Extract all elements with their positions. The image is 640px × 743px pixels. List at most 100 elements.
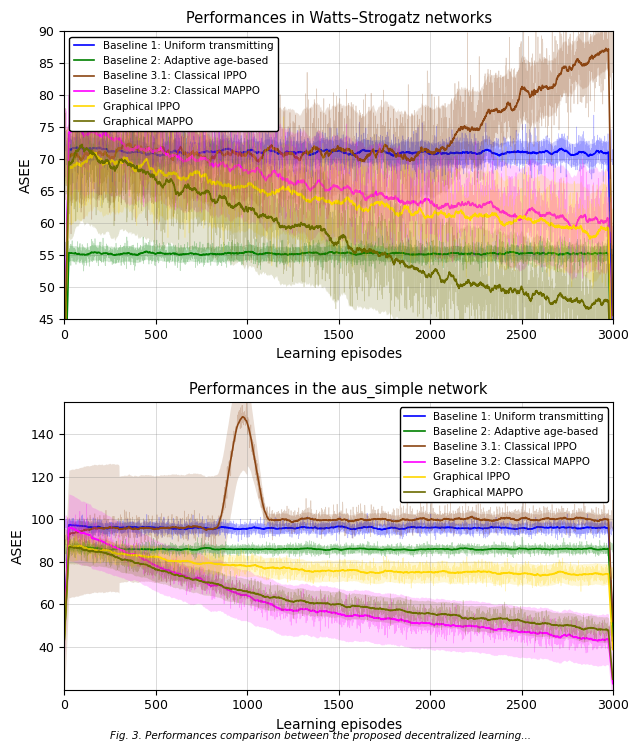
Y-axis label: ASEE: ASEE (11, 528, 25, 564)
Graphical MAPPO (60, 378, 68, 387)
Graphical IPPO (156, 166, 163, 175)
Baseline 3.2: Classical MAPPO: (2.62e+03, 46.5): Classical MAPPO: (2.62e+03, 46.5) (540, 629, 547, 637)
Baseline 1: Uniform transmitting: (521, 96.3): Uniform transmitting: (521, 96.3) (156, 523, 163, 532)
X-axis label: Learning episodes: Learning episodes (276, 718, 402, 732)
Baseline 2: Adaptive age-based: (3e+03, 45): Adaptive age-based: (3e+03, 45) (609, 632, 616, 641)
Baseline 3.2: Classical MAPPO: (1.15e+03, 59.1): Classical MAPPO: (1.15e+03, 59.1) (271, 602, 278, 611)
Graphical IPPO (123, 153, 131, 162)
Baseline 1: Uniform transmitting: (1.28e+03, 71.1): Uniform transmitting: (1.28e+03, 71.1) (294, 148, 302, 157)
Graphical IPPO (294, 190, 302, 199)
Baseline 3.2: Classical MAPPO: (32, 96.1): Classical MAPPO: (32, 96.1) (67, 523, 74, 532)
Baseline 3.1: Classical IPPO: (2.94e+03, 86.9): Classical IPPO: (2.94e+03, 86.9) (598, 47, 606, 56)
Graphical MAPPO (609, 675, 616, 684)
Graphical IPPO (598, 224, 606, 233)
Legend: Baseline 1: Uniform transmitting, Baseline 2: Adaptive age-based, Baseline 3.1: : Baseline 1: Uniform transmitting, Baseli… (70, 36, 278, 131)
Graphical MAPPO (540, 290, 547, 299)
Baseline 3.1: Classical IPPO: (2.94e+03, 99.7): Classical IPPO: (2.94e+03, 99.7) (598, 516, 606, 525)
Graphical IPPO (156, 553, 163, 562)
Graphical IPPO (609, 404, 616, 413)
X-axis label: Learning episodes: Learning episodes (276, 347, 402, 361)
Graphical MAPPO (271, 214, 278, 223)
Baseline 3.2: Classical MAPPO: (1.15e+03, 68.1): Classical MAPPO: (1.15e+03, 68.1) (271, 167, 278, 176)
Graphical MAPPO (123, 556, 131, 565)
Baseline 3.1: Classical IPPO: (1.15e+03, 71.8): Classical IPPO: (1.15e+03, 71.8) (271, 143, 278, 152)
Baseline 3.1: Classical IPPO: (342, 72.3): Classical IPPO: (342, 72.3) (123, 140, 131, 149)
Graphical MAPPO (598, 625, 606, 634)
Baseline 3.2: Classical MAPPO: (521, 71.6): Classical MAPPO: (521, 71.6) (156, 144, 163, 153)
Line: Baseline 3.1: Classical IPPO: Baseline 3.1: Classical IPPO (64, 48, 612, 383)
Baseline 3.1: Classical IPPO: (0, 46.1): Classical IPPO: (0, 46.1) (60, 629, 68, 638)
Line: Baseline 3.2: Classical MAPPO: Baseline 3.2: Classical MAPPO (64, 528, 612, 684)
Baseline 1: Uniform transmitting: (2.62e+03, 71.2): Uniform transmitting: (2.62e+03, 71.2) (540, 147, 547, 156)
Baseline 3.2: Classical MAPPO: (1.28e+03, 57.2): Classical MAPPO: (1.28e+03, 57.2) (294, 606, 302, 615)
Graphical MAPPO (78, 140, 86, 149)
Baseline 3.2: Classical MAPPO: (0, 48.2): Classical MAPPO: (0, 48.2) (60, 625, 68, 634)
Baseline 3.1: Classical IPPO: (2.96e+03, 87.4): Classical IPPO: (2.96e+03, 87.4) (602, 44, 610, 53)
Baseline 2: Adaptive age-based: (343, 86): Adaptive age-based: (343, 86) (123, 545, 131, 554)
Graphical MAPPO (60, 635, 68, 644)
Baseline 2: Adaptive age-based: (342, 55.2): Adaptive age-based: (342, 55.2) (123, 249, 131, 258)
Baseline 1: Uniform transmitting: (2.94e+03, 96.2): Uniform transmitting: (2.94e+03, 96.2) (598, 523, 606, 532)
Baseline 2: Adaptive age-based: (521, 55.3): Adaptive age-based: (521, 55.3) (156, 248, 163, 257)
Graphical IPPO (123, 550, 131, 559)
Graphical IPPO (294, 565, 302, 574)
Line: Baseline 2: Adaptive age-based: Baseline 2: Adaptive age-based (64, 547, 612, 639)
Baseline 3.1: Classical IPPO: (1.15e+03, 99.6): Classical IPPO: (1.15e+03, 99.6) (271, 516, 278, 525)
Baseline 2: Adaptive age-based: (1.15e+03, 85.8): Adaptive age-based: (1.15e+03, 85.8) (271, 545, 278, 554)
Baseline 3.2: Classical MAPPO: (521, 77.2): Classical MAPPO: (521, 77.2) (156, 563, 163, 572)
Baseline 3.2: Classical MAPPO: (3e+03, 31.3): Classical MAPPO: (3e+03, 31.3) (609, 402, 616, 411)
Baseline 3.1: Classical IPPO: (2.62e+03, 100): Classical IPPO: (2.62e+03, 100) (540, 515, 547, 524)
Baseline 2: Adaptive age-based: (450, 55.6): Adaptive age-based: (450, 55.6) (143, 247, 150, 256)
Baseline 3.2: Classical MAPPO: (2.94e+03, 60.3): Classical MAPPO: (2.94e+03, 60.3) (598, 216, 606, 225)
Graphical MAPPO (540, 619, 547, 628)
Legend: Baseline 1: Uniform transmitting, Baseline 2: Adaptive age-based, Baseline 3.1: : Baseline 1: Uniform transmitting, Baseli… (399, 407, 608, 502)
Baseline 3.1: Classical IPPO: (1.28e+03, 70): Classical IPPO: (1.28e+03, 70) (294, 155, 302, 163)
Baseline 2: Adaptive age-based: (1.28e+03, 55.1): Adaptive age-based: (1.28e+03, 55.1) (294, 250, 302, 259)
Line: Baseline 2: Adaptive age-based: Baseline 2: Adaptive age-based (64, 251, 612, 429)
Baseline 1: Uniform transmitting: (0, 35.9): Uniform transmitting: (0, 35.9) (60, 373, 68, 382)
Baseline 1: Uniform transmitting: (30, 97.5): Uniform transmitting: (30, 97.5) (66, 520, 74, 529)
Baseline 1: Uniform transmitting: (1.15e+03, 95.7): Uniform transmitting: (1.15e+03, 95.7) (271, 524, 278, 533)
Baseline 2: Adaptive age-based: (1.28e+03, 86): Adaptive age-based: (1.28e+03, 86) (294, 545, 302, 554)
Line: Graphical IPPO: Graphical IPPO (64, 152, 612, 409)
Baseline 3.1: Classical IPPO: (2.62e+03, 81.2): Classical IPPO: (2.62e+03, 81.2) (539, 83, 547, 92)
Graphical MAPPO (123, 159, 131, 168)
Graphical MAPPO (156, 177, 163, 186)
Graphical IPPO (271, 189, 278, 198)
Baseline 1: Uniform transmitting: (3e+03, 37): Uniform transmitting: (3e+03, 37) (609, 366, 616, 374)
Baseline 3.1: Classical IPPO: (520, 71.4): Classical IPPO: (520, 71.4) (156, 146, 163, 155)
Baseline 3.1: Classical IPPO: (3e+03, 45.5): Classical IPPO: (3e+03, 45.5) (609, 311, 616, 320)
Baseline 2: Adaptive age-based: (0, 43.6): Adaptive age-based: (0, 43.6) (60, 635, 68, 643)
Baseline 3.1: Classical IPPO: (520, 95.5): Classical IPPO: (520, 95.5) (156, 525, 163, 533)
Baseline 3.2: Classical MAPPO: (1.28e+03, 66.5): Classical MAPPO: (1.28e+03, 66.5) (294, 177, 302, 186)
Baseline 2: Adaptive age-based: (0, 27.6): Adaptive age-based: (0, 27.6) (60, 425, 68, 434)
Graphical MAPPO (294, 220, 302, 229)
Baseline 3.2: Classical MAPPO: (343, 71.6): Classical MAPPO: (343, 71.6) (123, 145, 131, 154)
Baseline 1: Uniform transmitting: (2.94e+03, 71.1): Uniform transmitting: (2.94e+03, 71.1) (598, 148, 606, 157)
Baseline 2: Adaptive age-based: (2.94e+03, 86): Adaptive age-based: (2.94e+03, 86) (598, 545, 606, 554)
Graphical IPPO (609, 645, 616, 654)
Baseline 2: Adaptive age-based: (2.62e+03, 86): Adaptive age-based: (2.62e+03, 86) (540, 545, 547, 554)
Line: Baseline 3.1: Classical IPPO: Baseline 3.1: Classical IPPO (64, 417, 612, 634)
Line: Baseline 1: Uniform transmitting: Baseline 1: Uniform transmitting (64, 147, 612, 377)
Baseline 3.2: Classical MAPPO: (56, 75.2): Classical MAPPO: (56, 75.2) (70, 121, 78, 130)
Line: Baseline 3.2: Classical MAPPO: Baseline 3.2: Classical MAPPO (64, 126, 612, 406)
Baseline 3.2: Classical MAPPO: (0, 36.7): Classical MAPPO: (0, 36.7) (60, 367, 68, 376)
Graphical MAPPO (598, 299, 606, 308)
Baseline 1: Uniform transmitting: (3e+03, 49.7): Uniform transmitting: (3e+03, 49.7) (609, 622, 616, 631)
Graphical IPPO (90, 148, 97, 157)
Baseline 1: Uniform transmitting: (343, 71): Uniform transmitting: (343, 71) (123, 149, 131, 158)
Graphical MAPPO (67, 542, 74, 551)
Graphical IPPO (60, 381, 68, 390)
Line: Graphical IPPO: Graphical IPPO (64, 545, 612, 649)
Baseline 3.2: Classical MAPPO: (2.94e+03, 43.6): Classical MAPPO: (2.94e+03, 43.6) (598, 635, 606, 644)
Graphical IPPO (540, 571, 547, 580)
Y-axis label: ASEE: ASEE (19, 158, 33, 193)
Baseline 1: Uniform transmitting: (521, 70.5): Uniform transmitting: (521, 70.5) (156, 152, 163, 160)
Baseline 3.1: Classical IPPO: (0, 34.8): Classical IPPO: (0, 34.8) (60, 379, 68, 388)
Baseline 3.2: Classical MAPPO: (3e+03, 22.8): Classical MAPPO: (3e+03, 22.8) (609, 679, 616, 688)
Baseline 1: Uniform transmitting: (1.15e+03, 71.2): Uniform transmitting: (1.15e+03, 71.2) (271, 147, 278, 156)
Baseline 1: Uniform transmitting: (343, 96.5): Uniform transmitting: (343, 96.5) (123, 522, 131, 531)
Baseline 2: Adaptive age-based: (1.15e+03, 55.2): Adaptive age-based: (1.15e+03, 55.2) (271, 249, 278, 258)
Baseline 3.2: Classical MAPPO: (2.62e+03, 61.3): Classical MAPPO: (2.62e+03, 61.3) (540, 210, 547, 219)
